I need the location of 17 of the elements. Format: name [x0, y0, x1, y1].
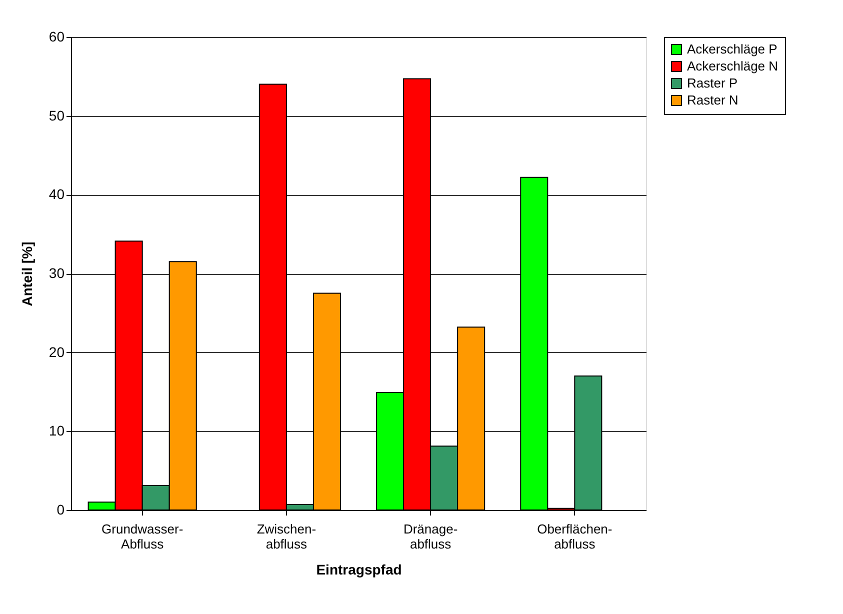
y-tick-label: 10	[48, 422, 65, 439]
legend-label: Raster P	[687, 76, 738, 90]
y-tick-label: 50	[48, 107, 65, 124]
y-tick-label: 0	[56, 502, 65, 518]
y-tick-label: 20	[48, 344, 65, 360]
x-axis-title: Eintragspfad	[316, 562, 402, 578]
x-tick-label: Dränage- abfluss	[403, 522, 458, 552]
legend-label: Raster N	[687, 92, 738, 108]
x-tick-label: Oberflächen- abfluss	[537, 522, 612, 552]
y-tick-label: 60	[48, 28, 65, 44]
legend-label: Ackerschläge N	[687, 58, 778, 74]
y-tick-label: 30	[48, 265, 65, 281]
y-tick-label: 40	[48, 186, 65, 202]
legend-label: Ackerschläge P	[687, 42, 778, 56]
x-tick-label: Grundwasser- Abfluss	[102, 522, 184, 552]
x-tick-label: Zwischen- abfluss	[256, 522, 316, 552]
y-axis-title: Anteil [%]	[18, 242, 35, 306]
